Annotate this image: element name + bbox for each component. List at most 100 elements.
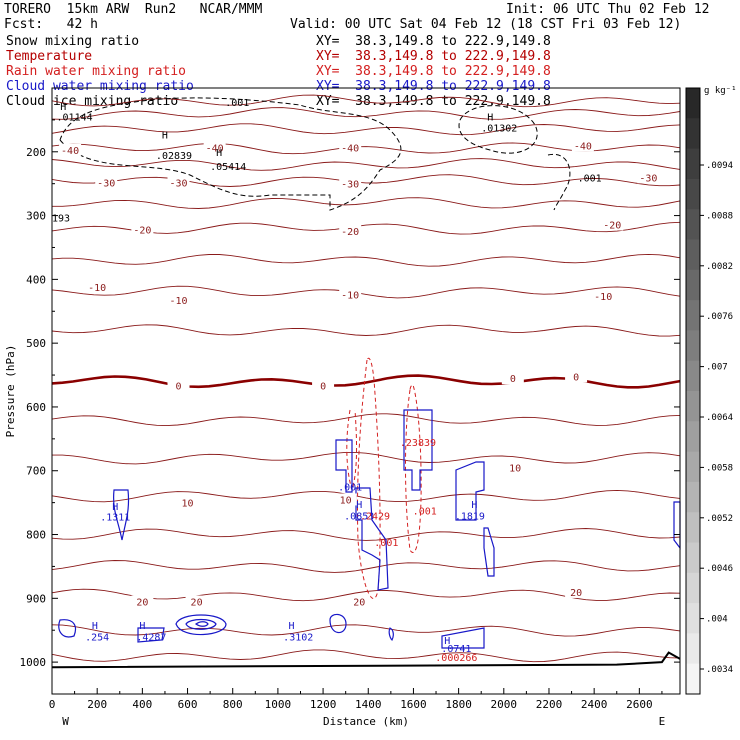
x-tick-label: 0 — [49, 698, 56, 711]
east-label: E — [659, 715, 666, 728]
x-axis-label: Distance (km) — [323, 715, 409, 728]
cloud-water-label: H — [444, 636, 450, 647]
isotherm--10 — [51, 285, 681, 299]
isotherm-16 — [51, 560, 681, 573]
field-name-rain: Rain water mixing ratio — [6, 64, 187, 79]
y-tick-label: 1000 — [20, 656, 47, 669]
cloud-water-label: .0741 — [441, 644, 471, 655]
contour-labels: -40 -40 -40 -40 -30 -30 -30 -30 -20 -20 -20 -10 -10 -… — [52, 98, 660, 664]
colorbar-tick-label: .0076 — [706, 312, 733, 322]
y-tick-label: 500 — [26, 337, 46, 350]
cloud-water-label: .4287 — [136, 633, 166, 644]
colorbar-swatch — [686, 633, 700, 665]
cloud-water-contour — [58, 619, 77, 638]
temperature-label-bg — [59, 143, 82, 156]
cloud-water-label: H — [139, 621, 145, 632]
cloud-water-contour — [175, 614, 227, 636]
temperature-label: -10 — [594, 292, 612, 303]
colorbar-swatch — [686, 88, 700, 119]
colorbar-swatch — [686, 300, 700, 331]
isotherm-8 — [52, 451, 681, 465]
snow-label: .001 — [578, 173, 602, 184]
x-tick-label: 1400 — [355, 698, 382, 711]
x-tick-label: 600 — [178, 698, 198, 711]
colorbar-tick-label: .007 — [706, 363, 728, 373]
field-xy-cloud-water: XY= 38.3,149.8 to 222.9,149.8 — [316, 79, 551, 94]
rain-contour — [405, 384, 422, 553]
y-axis-label: Pressure (hPa) — [4, 345, 17, 438]
temperature-label-bg — [312, 379, 335, 392]
field-xy-cloud-ice: XY= 38.3,149.8 to 222.9,149.8 — [316, 94, 551, 109]
isotherm--50 — [51, 94, 681, 108]
cloud-water-contour — [329, 613, 347, 634]
temperature-label-bg — [339, 177, 362, 190]
cloud-water-label: .1819 — [455, 511, 485, 522]
isotherm--45 — [51, 123, 681, 136]
temperature-label-bg — [348, 595, 371, 608]
snow-label: .02839 — [156, 151, 192, 162]
snow-label: .05414 — [210, 162, 246, 173]
temperature-label: 20 — [570, 588, 582, 599]
isotherm-5 — [51, 413, 681, 427]
x-tick-label: 800 — [223, 698, 243, 711]
temperature-label-bg — [501, 372, 524, 385]
isotherm-13 — [51, 528, 681, 541]
temperature-label: -10 — [341, 291, 359, 302]
cloud-water-contour — [441, 627, 485, 649]
cloud-water-label: .1311 — [100, 513, 130, 524]
colorbar-swatch — [686, 542, 700, 574]
field-name-temperature: Temperature — [6, 49, 93, 64]
isotherm--15 — [51, 253, 681, 267]
temperature-label: 0 — [320, 381, 326, 392]
isotherm--25 — [52, 197, 681, 209]
west-label: W — [62, 715, 69, 728]
temperature-label: 0 — [573, 372, 579, 383]
temperature-label: -40 — [206, 143, 224, 154]
cloud-water-label: H — [92, 621, 98, 632]
model-title: TORERO 15km ARW Run2 NCAR/MMM — [4, 2, 263, 17]
colorbar-swatch — [686, 663, 700, 695]
snow-label: .01144 — [57, 113, 93, 124]
cloud-water-contour — [113, 489, 130, 541]
rain-water-label: .001 — [374, 538, 398, 549]
cloud-water-contour — [194, 621, 209, 627]
temperature-label: -30 — [97, 178, 115, 189]
temperature-label: -10 — [88, 283, 106, 294]
rain-water-label: .001 — [413, 506, 437, 517]
isotherm--50 — [51, 107, 681, 120]
snow-label: 193 — [52, 213, 70, 224]
cloud-water-contour — [137, 627, 165, 643]
temperature-label: 20 — [136, 598, 148, 609]
colorbar-swatch — [686, 178, 700, 210]
cloud-water-label: H — [288, 621, 294, 632]
field-xy-temperature: XY= 38.3,149.8 to 222.9,149.8 — [316, 49, 551, 64]
colorbar-swatch — [686, 481, 700, 513]
cloud-water-contours — [58, 409, 681, 649]
temperature-label: -30 — [639, 173, 657, 184]
temperature-label: -40 — [61, 146, 79, 157]
rain-water-label: .23839 — [400, 438, 436, 449]
plot-frame — [51, 87, 681, 695]
x-tick-label: 400 — [132, 698, 152, 711]
colorbar-swatch — [686, 360, 700, 392]
cloud-water-label: .0853 — [344, 511, 374, 522]
temperature-label: 10 — [340, 495, 352, 506]
temperature-label-bg — [203, 141, 226, 154]
temperature-label: -30 — [169, 178, 187, 189]
valid-time: Valid: 00 UTC Sat 04 Feb 12 (18 CST Fri … — [290, 17, 682, 32]
colorbar-tick-label: .0094 — [706, 161, 733, 171]
temperature-label-bg — [131, 595, 154, 608]
isotherm--20 — [51, 221, 681, 235]
colorbar-tick-label: .0058 — [706, 463, 733, 473]
isotherm-10 — [51, 489, 681, 503]
snow-label: .001 — [225, 98, 249, 109]
field-name-cloud-ice: Cloud ice mixing ratio — [6, 94, 179, 109]
y-tick-label: 600 — [26, 401, 46, 414]
x-tick-label: 200 — [87, 698, 107, 711]
x-tick-label: 1800 — [445, 698, 472, 711]
snow-label: H — [216, 148, 222, 159]
colorbar-tick-label: .0034 — [706, 665, 733, 675]
x-tick-label: 1000 — [265, 698, 292, 711]
cloud-water-contour — [483, 527, 495, 577]
isotherm--35 — [51, 158, 681, 171]
